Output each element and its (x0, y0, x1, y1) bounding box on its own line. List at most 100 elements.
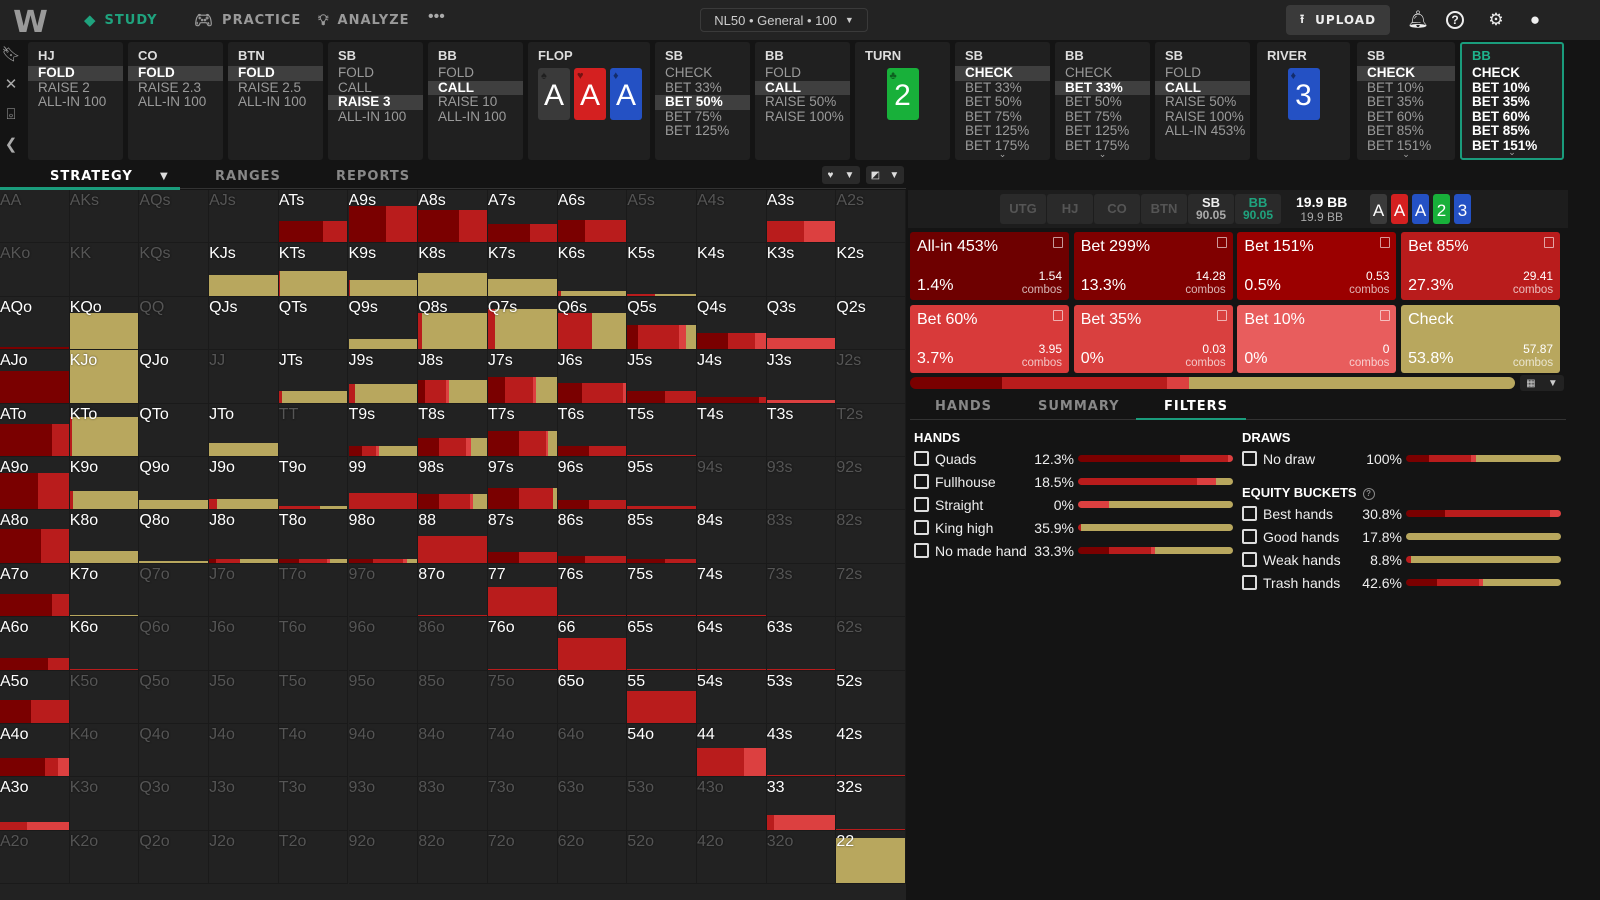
hand-cell[interactable]: 72o (487, 830, 558, 885)
hand-cell[interactable]: 64o (557, 724, 628, 778)
strategy-dropdown-icon[interactable]: ▼ (160, 171, 169, 182)
hand-cell[interactable]: ATo (0, 403, 70, 457)
hand-cell[interactable]: T5s (627, 403, 697, 457)
filter-checkbox[interactable] (1242, 529, 1257, 544)
chevron-down-icon[interactable]: ⌄ (998, 149, 1007, 159)
hand-cell[interactable]: A6o (0, 617, 70, 671)
action-option[interactable]: CHECK (1065, 65, 1113, 80)
hand-cell[interactable]: 54s (697, 670, 767, 724)
action-option[interactable]: BET 75% (665, 108, 722, 124)
action-option[interactable]: BET 151% (1472, 137, 1538, 153)
hand-cell[interactable]: 43s (766, 724, 837, 778)
nav-practice[interactable]: 🎮︎ PRACTICE (194, 11, 301, 29)
hand-cell[interactable]: T8s (418, 403, 488, 457)
tab-hands[interactable]: HANDS (935, 399, 992, 414)
action-tile[interactable]: Bet 151% 0.5% 0.53 combos (1237, 232, 1397, 300)
hand-cell[interactable]: 97s (487, 457, 558, 511)
collapse-icon[interactable]: ❮ (4, 136, 18, 153)
hand-cell[interactable]: 75o (487, 670, 558, 724)
hand-cell[interactable]: Q7o (139, 563, 210, 618)
more-menu-button[interactable]: ••• (428, 8, 445, 25)
hand-cell[interactable]: 32s (836, 777, 907, 831)
hand-cell[interactable]: K8s (418, 243, 488, 297)
hand-cell[interactable]: 75s (627, 563, 697, 618)
hand-cell[interactable]: T8o (278, 510, 349, 564)
hand-cell[interactable]: AA (0, 190, 70, 244)
hand-cell[interactable]: A8o (0, 510, 70, 564)
action-option[interactable]: BET 33% (1055, 80, 1150, 96)
chevron-down-icon[interactable]: ⌄ (1508, 147, 1516, 157)
position-co[interactable]: CO (1094, 194, 1140, 224)
card-view-button[interactable]: ◩ ▼ (866, 166, 904, 184)
action-option[interactable]: BET 125% (965, 123, 1030, 139)
hand-cell[interactable]: Q3o (139, 777, 210, 831)
hand-cell[interactable]: AJs (209, 190, 279, 244)
action-tile[interactable]: Bet 60% 3.7% 3.95 combos (910, 305, 1069, 373)
gear-icon[interactable]: ⚙ (1488, 10, 1504, 29)
hand-cell[interactable]: J2o (209, 830, 279, 885)
hand-cell[interactable]: 72s (836, 563, 907, 618)
action-tile[interactable]: Bet 299% 13.3% 14.28 combos (1073, 232, 1233, 300)
hand-cell[interactable]: JTo (209, 403, 279, 457)
action-option[interactable]: ALL-IN 453% (1165, 123, 1246, 139)
hand-cell[interactable]: AQs (139, 190, 210, 244)
hand-cell[interactable]: K5s (627, 243, 697, 297)
notes-icon[interactable] (1544, 237, 1555, 248)
hand-cell[interactable]: 88 (418, 510, 488, 564)
notes-icon[interactable] (1216, 310, 1227, 321)
action-option[interactable]: RAISE 10 (438, 94, 498, 110)
hand-cell[interactable]: K5o (69, 670, 140, 724)
action-option[interactable]: ALL-IN 100 (238, 94, 307, 110)
hand-cell[interactable]: 94o (348, 724, 419, 778)
action-option[interactable]: FOLD (1165, 65, 1202, 80)
action-option[interactable]: FOLD (28, 65, 123, 81)
action-tile[interactable]: Bet 85% 27.3% 29.41 combos (1401, 232, 1561, 300)
hand-cell[interactable]: J7o (209, 563, 279, 618)
hand-cell[interactable]: T4o (278, 724, 349, 778)
hand-cell[interactable]: 76s (557, 563, 628, 618)
hand-cell[interactable]: Q8o (139, 510, 210, 564)
hand-cell[interactable]: Q2s (836, 296, 907, 351)
action-option[interactable]: ALL-IN 100 (338, 108, 407, 124)
hand-cell[interactable]: 73s (766, 563, 837, 618)
hand-cell[interactable]: A2s (836, 190, 907, 244)
filter-checkbox[interactable] (914, 520, 929, 535)
hand-cell[interactable]: 82s (836, 510, 907, 564)
action-option[interactable]: BET 33% (965, 79, 1022, 95)
hand-cell[interactable]: Q5o (139, 670, 210, 724)
chevron-down-icon[interactable]: ⌄ (1098, 149, 1107, 159)
hand-cell[interactable]: 84o (418, 724, 488, 778)
hand-cell[interactable]: JTs (278, 350, 349, 404)
hand-cell[interactable]: T7o (278, 563, 349, 618)
screenshot-icon[interactable]: ⌻ (6, 106, 16, 123)
hand-cell[interactable]: 76o (487, 617, 558, 671)
hand-cell[interactable]: K9o (69, 457, 140, 511)
hand-cell[interactable]: QJs (209, 296, 279, 351)
action-option[interactable]: CALL (1155, 80, 1250, 96)
hand-cell[interactable]: Q6s (557, 296, 628, 351)
tab-filters[interactable]: FILTERS (1164, 399, 1228, 414)
hand-cell[interactable]: T2o (278, 830, 349, 885)
hand-cell[interactable]: 93o (348, 777, 419, 831)
hand-cell[interactable]: QJo (139, 350, 210, 404)
hand-cell[interactable]: 53s (766, 670, 837, 724)
hand-cell[interactable]: 55 (627, 670, 697, 724)
hand-cell[interactable]: T4s (697, 403, 767, 457)
action-option[interactable]: FOLD (338, 65, 375, 80)
action-option[interactable]: FOLD (228, 65, 323, 81)
hand-cell[interactable]: JJ (209, 350, 279, 404)
tab-strategy[interactable]: STRATEGY (50, 169, 133, 184)
hand-cell[interactable]: 54o (627, 724, 697, 778)
action-option[interactable]: ALL-IN 100 (438, 108, 507, 124)
close-icon[interactable]: ✕ (4, 76, 18, 93)
action-option[interactable]: RAISE 2 (38, 79, 90, 95)
action-option[interactable]: RAISE 100% (1165, 108, 1244, 124)
action-option[interactable]: RAISE 50% (765, 94, 837, 110)
hand-cell[interactable]: J6o (209, 617, 279, 671)
filter-checkbox[interactable] (1242, 552, 1257, 567)
hand-cell[interactable]: KTs (278, 243, 349, 297)
hand-cell[interactable]: J3o (209, 777, 279, 831)
action-option[interactable]: BET 85% (1367, 123, 1424, 139)
notes-icon[interactable] (1380, 310, 1391, 321)
position-utg[interactable]: UTG (1000, 194, 1046, 224)
